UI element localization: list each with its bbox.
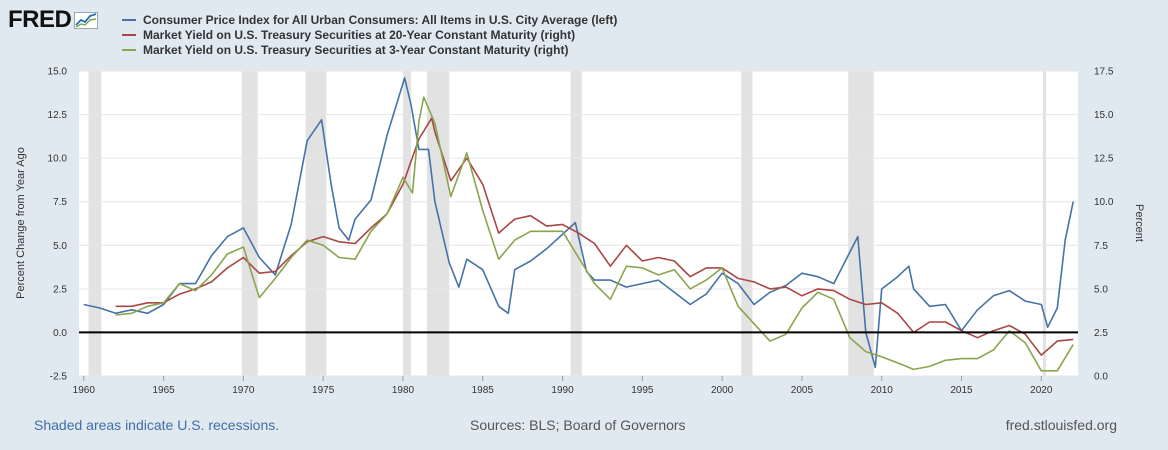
y-tick-right-label: 5.0 bbox=[1094, 284, 1108, 295]
x-tick-label: 1990 bbox=[551, 385, 574, 396]
y-axis-right-title: Percent bbox=[1133, 204, 1145, 242]
y-tick-right-label: 15.0 bbox=[1094, 110, 1114, 121]
x-tick-label: 2005 bbox=[791, 385, 814, 396]
y-tick-left-label: 5.0 bbox=[53, 241, 67, 252]
y-axis-left-title: Percent Change from Year Ago bbox=[15, 147, 27, 299]
series-line-2 bbox=[115, 96, 1074, 372]
line-chart: 15.0 12.5 10.0 7.5 5.0 2.5 0.0 -2.5 17.5 15.0 12.5… bbox=[15, 67, 1145, 397]
legend-item-20y[interactable]: Market Yield on U.S. Treasury Securities… bbox=[122, 27, 617, 42]
fred-logo[interactable]: FRED bbox=[8, 6, 99, 34]
fred-logo-text: FRED bbox=[8, 6, 72, 33]
series-lines bbox=[79, 77, 1078, 372]
legend-item-cpi[interactable]: Consumer Price Index for All Urban Consu… bbox=[122, 12, 617, 27]
legend-label-cpi: Consumer Price Index for All Urban Consu… bbox=[143, 12, 618, 27]
recession-band bbox=[88, 71, 102, 376]
fred-url[interactable]: fred.stlouisfed.org bbox=[1005, 417, 1117, 433]
legend-item-3y[interactable]: Market Yield on U.S. Treasury Securities… bbox=[122, 42, 617, 57]
recession-band bbox=[1042, 71, 1047, 376]
x-tick-label: 2010 bbox=[871, 385, 894, 396]
series-line-0 bbox=[83, 77, 1074, 369]
x-tick-label: 1975 bbox=[312, 385, 335, 396]
fred-chart-icon bbox=[74, 12, 99, 29]
legend-swatch-20y bbox=[122, 33, 136, 36]
recession-band bbox=[402, 71, 411, 376]
y-tick-right-label: 17.5 bbox=[1094, 67, 1114, 78]
y-tick-left-label: 15.0 bbox=[48, 67, 68, 78]
recession-band bbox=[241, 71, 258, 376]
recession-band bbox=[426, 71, 450, 376]
recession-note[interactable]: Shaded areas indicate U.S. recessions. bbox=[34, 417, 280, 433]
y-tick-left-label: 7.5 bbox=[53, 197, 67, 208]
legend-swatch-3y bbox=[122, 48, 136, 51]
data-sources: Sources: BLS; Board of Governors bbox=[470, 417, 686, 433]
series-line-1 bbox=[115, 117, 1074, 356]
recession-band bbox=[741, 71, 753, 376]
x-tick-label: 1985 bbox=[472, 385, 495, 396]
y-tick-left-label: 2.5 bbox=[53, 284, 67, 295]
x-tick-label: 2020 bbox=[1030, 385, 1053, 396]
legend-label-3y: Market Yield on U.S. Treasury Securities… bbox=[143, 42, 569, 57]
x-tick-label: 1980 bbox=[392, 385, 415, 396]
x-tick-label: 2015 bbox=[950, 385, 973, 396]
y-tick-right-label: 7.5 bbox=[1094, 241, 1108, 252]
recession-band bbox=[848, 71, 874, 376]
y-tick-right-label: 2.5 bbox=[1094, 328, 1108, 339]
chart-legend: Consumer Price Index for All Urban Consu… bbox=[122, 12, 617, 57]
y-tick-right-label: 10.0 bbox=[1094, 197, 1114, 208]
y-tick-left-label: -2.5 bbox=[50, 372, 68, 383]
y-tick-left-label: 0.0 bbox=[53, 328, 67, 339]
axes: 15.0 12.5 10.0 7.5 5.0 2.5 0.0 -2.5 17.5 15.0 12.5… bbox=[48, 67, 1114, 397]
y-tick-right-label: 0.0 bbox=[1094, 372, 1108, 383]
y-tick-left-label: 12.5 bbox=[48, 110, 68, 121]
x-tick-label: 1960 bbox=[73, 385, 96, 396]
y-tick-right-label: 12.5 bbox=[1094, 154, 1114, 165]
x-tick-label: 1965 bbox=[152, 385, 175, 396]
y-tick-left-label: 10.0 bbox=[48, 154, 68, 165]
legend-label-20y: Market Yield on U.S. Treasury Securities… bbox=[143, 27, 576, 42]
x-tick-label: 1995 bbox=[631, 385, 654, 396]
recession-band bbox=[305, 71, 327, 376]
x-tick-label: 1970 bbox=[232, 385, 255, 396]
x-tick-label: 2000 bbox=[711, 385, 734, 396]
legend-swatch-cpi bbox=[122, 18, 136, 21]
